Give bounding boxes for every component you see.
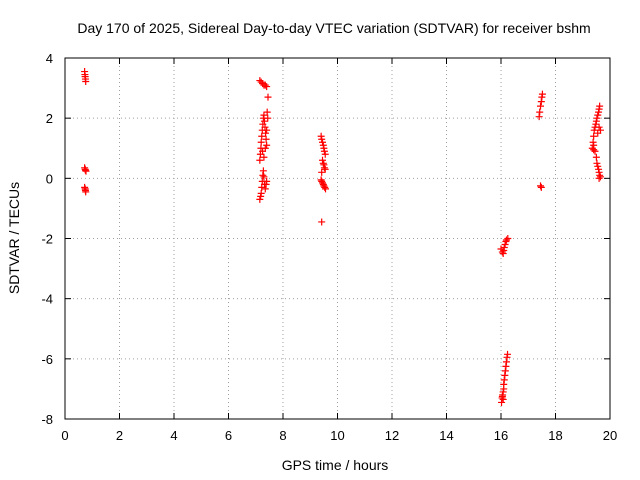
x-tick-label: 2 <box>116 428 123 443</box>
data-point-marker <box>537 182 545 190</box>
data-point-marker <box>256 156 264 164</box>
y-axis-label: SDTVAR / TECUs <box>6 182 22 294</box>
x-tick-label: 20 <box>603 428 617 443</box>
y-tick-label: -6 <box>41 352 53 367</box>
data-point-marker <box>322 185 330 193</box>
data-point-marker <box>263 126 271 134</box>
data-point-marker <box>498 248 506 256</box>
data-point-marker <box>590 126 598 134</box>
data-point-marker <box>257 138 265 146</box>
chart-title: Day 170 of 2025, Sidereal Day-to-day VTE… <box>77 20 590 36</box>
data-point-marker <box>320 182 328 190</box>
data-point-marker <box>500 244 508 252</box>
data-point-marker <box>596 126 604 134</box>
data-point-marker <box>260 173 268 181</box>
data-point-marker <box>591 147 599 155</box>
data-point-marker <box>263 83 271 91</box>
data-point-marker <box>318 168 326 176</box>
data-point-marker <box>593 159 601 167</box>
data-point-marker <box>320 164 328 172</box>
data-point-marker <box>82 167 90 175</box>
data-point-marker <box>590 132 598 140</box>
data-point-marker <box>257 189 265 197</box>
data-point-marker <box>82 188 90 196</box>
x-tick-label: 16 <box>494 428 508 443</box>
data-point-marker <box>260 111 268 119</box>
data-point-marker <box>537 102 545 110</box>
data-point-marker <box>256 195 264 203</box>
data-point-marker <box>499 250 507 258</box>
data-point-marker <box>261 81 269 89</box>
data-point-marker <box>263 177 271 185</box>
data-point-marker <box>504 235 512 242</box>
data-point-marker <box>596 102 604 110</box>
data-point-marker <box>319 156 327 164</box>
x-tick-label: 4 <box>170 428 177 443</box>
data-point-marker <box>262 135 270 143</box>
x-tick-label: 14 <box>439 428 453 443</box>
data-point-marker <box>321 183 329 191</box>
data-points <box>81 68 604 406</box>
y-tick-label: -4 <box>41 292 53 307</box>
data-point-marker <box>261 144 269 152</box>
data-point-marker <box>538 90 546 98</box>
data-point-marker <box>264 93 272 101</box>
x-tick-label: 18 <box>548 428 562 443</box>
data-point-marker <box>82 77 90 85</box>
y-tick-label: -8 <box>41 412 53 427</box>
data-point-marker <box>321 165 329 173</box>
data-point-marker <box>594 111 602 119</box>
data-point-marker <box>501 241 509 249</box>
x-tick-label: 0 <box>61 428 68 443</box>
axis-ticks: 0 2 4 6 8 10 12 14 16 18 20 -8 -6 -4 -2 0 2 4 <box>41 51 617 443</box>
data-point-marker <box>260 117 268 125</box>
y-tick-label: 2 <box>46 111 53 126</box>
data-point-marker <box>259 167 267 175</box>
y-tick-label: 0 <box>46 171 53 186</box>
data-point-marker <box>320 147 328 155</box>
data-point-marker <box>318 135 326 143</box>
data-point-marker <box>594 162 602 170</box>
data-point-marker <box>595 174 603 182</box>
grid-lines <box>65 58 610 419</box>
data-point-marker <box>595 123 603 131</box>
data-point-marker <box>258 132 266 140</box>
data-point-marker <box>499 395 507 403</box>
data-point-marker <box>593 114 601 122</box>
data-point-marker <box>262 129 270 137</box>
data-point-marker <box>263 108 271 116</box>
data-point-marker <box>261 123 269 131</box>
y-tick-label: -2 <box>41 232 53 247</box>
x-tick-label: 8 <box>279 428 286 443</box>
x-tick-label: 10 <box>330 428 344 443</box>
data-point-marker <box>502 236 510 244</box>
data-point-marker <box>498 392 506 400</box>
data-point-marker <box>504 350 512 358</box>
data-point-marker <box>318 177 326 185</box>
data-point-marker <box>321 150 329 158</box>
data-point-marker <box>592 153 600 161</box>
data-point-marker <box>318 218 326 226</box>
data-point-marker <box>263 141 271 149</box>
x-axis-label: GPS time / hours <box>282 457 389 473</box>
y-tick-label: 4 <box>46 51 53 66</box>
data-point-marker <box>536 108 544 116</box>
x-tick-label: 12 <box>385 428 399 443</box>
data-point-marker <box>596 173 604 181</box>
data-point-marker <box>264 114 272 122</box>
x-tick-label: 6 <box>225 428 232 443</box>
data-point-marker <box>590 146 598 154</box>
data-point-marker <box>537 183 545 191</box>
data-point-marker <box>261 185 269 193</box>
data-point-marker <box>260 153 268 161</box>
data-point-marker <box>319 179 327 187</box>
data-point-marker <box>319 138 327 146</box>
